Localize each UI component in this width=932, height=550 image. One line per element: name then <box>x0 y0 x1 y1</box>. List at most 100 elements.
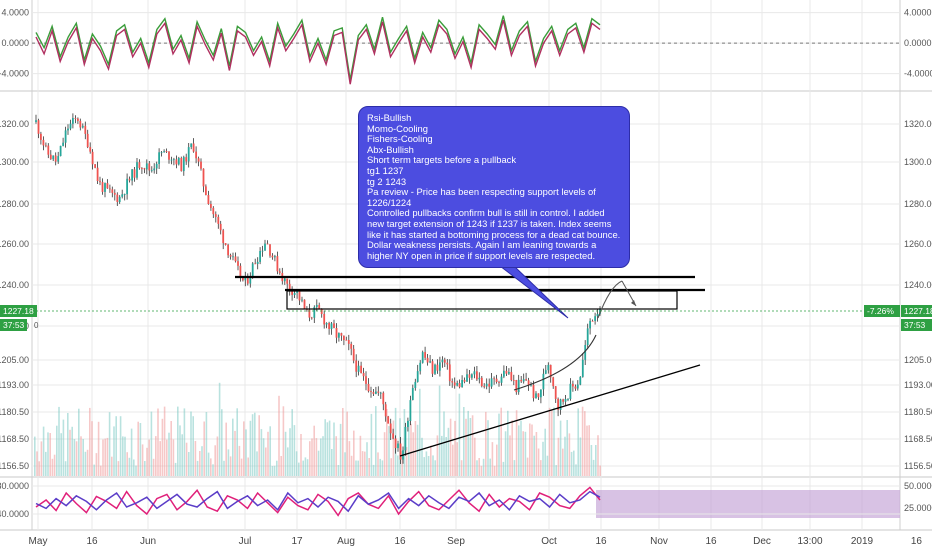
volume-bar <box>238 445 241 476</box>
candle-body <box>421 352 424 363</box>
candle-body <box>493 378 495 380</box>
volume-bar <box>249 420 252 476</box>
candle-body <box>320 309 323 314</box>
volume-bar <box>161 418 164 476</box>
volume-bar <box>49 433 51 476</box>
volume-bar <box>243 421 245 476</box>
volume-bar <box>546 455 549 476</box>
volume-bar <box>339 423 342 476</box>
volume-bar <box>487 420 489 476</box>
volume-bar <box>254 412 256 476</box>
candle-body <box>136 162 138 178</box>
volume-bar <box>282 406 285 476</box>
volume-bar <box>452 444 454 476</box>
volume-bar <box>357 460 359 476</box>
candle-body <box>35 120 37 122</box>
analysis-callout[interactable]: Rsi-Bullish Momo-Cooling Fishers-Cooling… <box>358 106 630 268</box>
volume-bar <box>196 460 199 476</box>
volume-bar <box>221 409 223 476</box>
volume-bar <box>410 423 412 476</box>
volume-bar <box>511 420 513 476</box>
volume-bar <box>291 409 293 476</box>
volume-bar <box>344 452 346 476</box>
volume-bar <box>212 464 214 476</box>
price-left-tick-7: 1193.00 <box>0 380 29 390</box>
candle-body <box>274 256 276 258</box>
volume-bar <box>128 457 131 476</box>
candle-body <box>138 162 141 169</box>
candle-body <box>522 379 525 382</box>
volume-bar <box>58 406 60 476</box>
volume-bar <box>163 406 166 476</box>
volume-bar <box>146 447 148 476</box>
candle-body <box>471 374 473 378</box>
candle-body <box>123 194 126 195</box>
volume-bar <box>383 432 386 476</box>
change-pct-badge: -7.26% <box>864 305 900 317</box>
candle-body <box>104 183 106 192</box>
volume-bar <box>324 419 326 476</box>
volume-bar <box>265 447 267 476</box>
candle-body <box>145 163 148 170</box>
volume-bar <box>531 424 533 476</box>
volume-bar <box>542 441 544 476</box>
candle-body <box>384 404 387 417</box>
support-trendline <box>399 364 701 457</box>
candle-body <box>261 250 264 252</box>
volume-bar <box>240 458 243 476</box>
osc-right-tick-2: -4.0000 <box>904 69 932 79</box>
volume-bar <box>34 436 36 476</box>
candle-body <box>121 194 124 197</box>
x-tick-7: Sep <box>447 536 465 547</box>
candle-body <box>45 145 47 147</box>
volume-bar <box>210 458 212 476</box>
candle-body <box>227 244 229 256</box>
candle-body <box>549 364 552 378</box>
volume-bar <box>557 437 560 476</box>
volume-bar <box>326 422 329 476</box>
candle-body <box>394 438 397 449</box>
candle-body <box>540 389 542 398</box>
volume-bar <box>245 429 247 476</box>
volume-bar <box>432 455 434 476</box>
volume-bar <box>480 465 483 476</box>
candle-body <box>150 170 153 172</box>
volume-bar <box>449 418 452 476</box>
price-right-tick-1: 1300.00 <box>904 157 932 167</box>
price-left-tick-10: 1156.50 <box>0 461 29 471</box>
candle-body <box>490 378 493 387</box>
candle-body <box>389 423 392 434</box>
volume-bar <box>482 458 485 476</box>
left-axis-partial-label: 0 <box>34 321 39 330</box>
candle-body <box>542 373 545 390</box>
candle-body <box>498 382 500 383</box>
volume-bar <box>157 408 159 476</box>
x-tick-5: Aug <box>337 536 355 547</box>
volume-bar <box>500 407 502 476</box>
candle-body <box>443 359 446 363</box>
candle-body <box>325 323 328 325</box>
volume-bar <box>592 459 595 476</box>
price-left-tick-8: 1180.50 <box>0 407 29 417</box>
volume-bar <box>337 465 340 476</box>
candle-body <box>338 333 340 338</box>
volume-bar <box>232 418 234 476</box>
candle-body <box>512 380 515 381</box>
volume-bar <box>51 458 54 476</box>
candle-body <box>219 223 222 231</box>
price-left-tick-1: 1300.00 <box>0 157 29 167</box>
candle-body <box>271 255 274 258</box>
candle-body <box>591 320 594 322</box>
candle-body <box>367 383 370 392</box>
candle-body <box>360 365 362 373</box>
volume-bar <box>67 413 69 476</box>
price-right-tick-9: 1168.50 <box>904 434 932 444</box>
volume-bar <box>214 445 216 476</box>
volume-bar <box>471 415 474 476</box>
candle-body <box>81 125 84 128</box>
volume-bar <box>456 442 458 476</box>
callout-line-1: Rsi-Bullish <box>367 112 412 123</box>
candle-body <box>118 196 121 202</box>
rsi-shaded-band <box>596 490 900 518</box>
